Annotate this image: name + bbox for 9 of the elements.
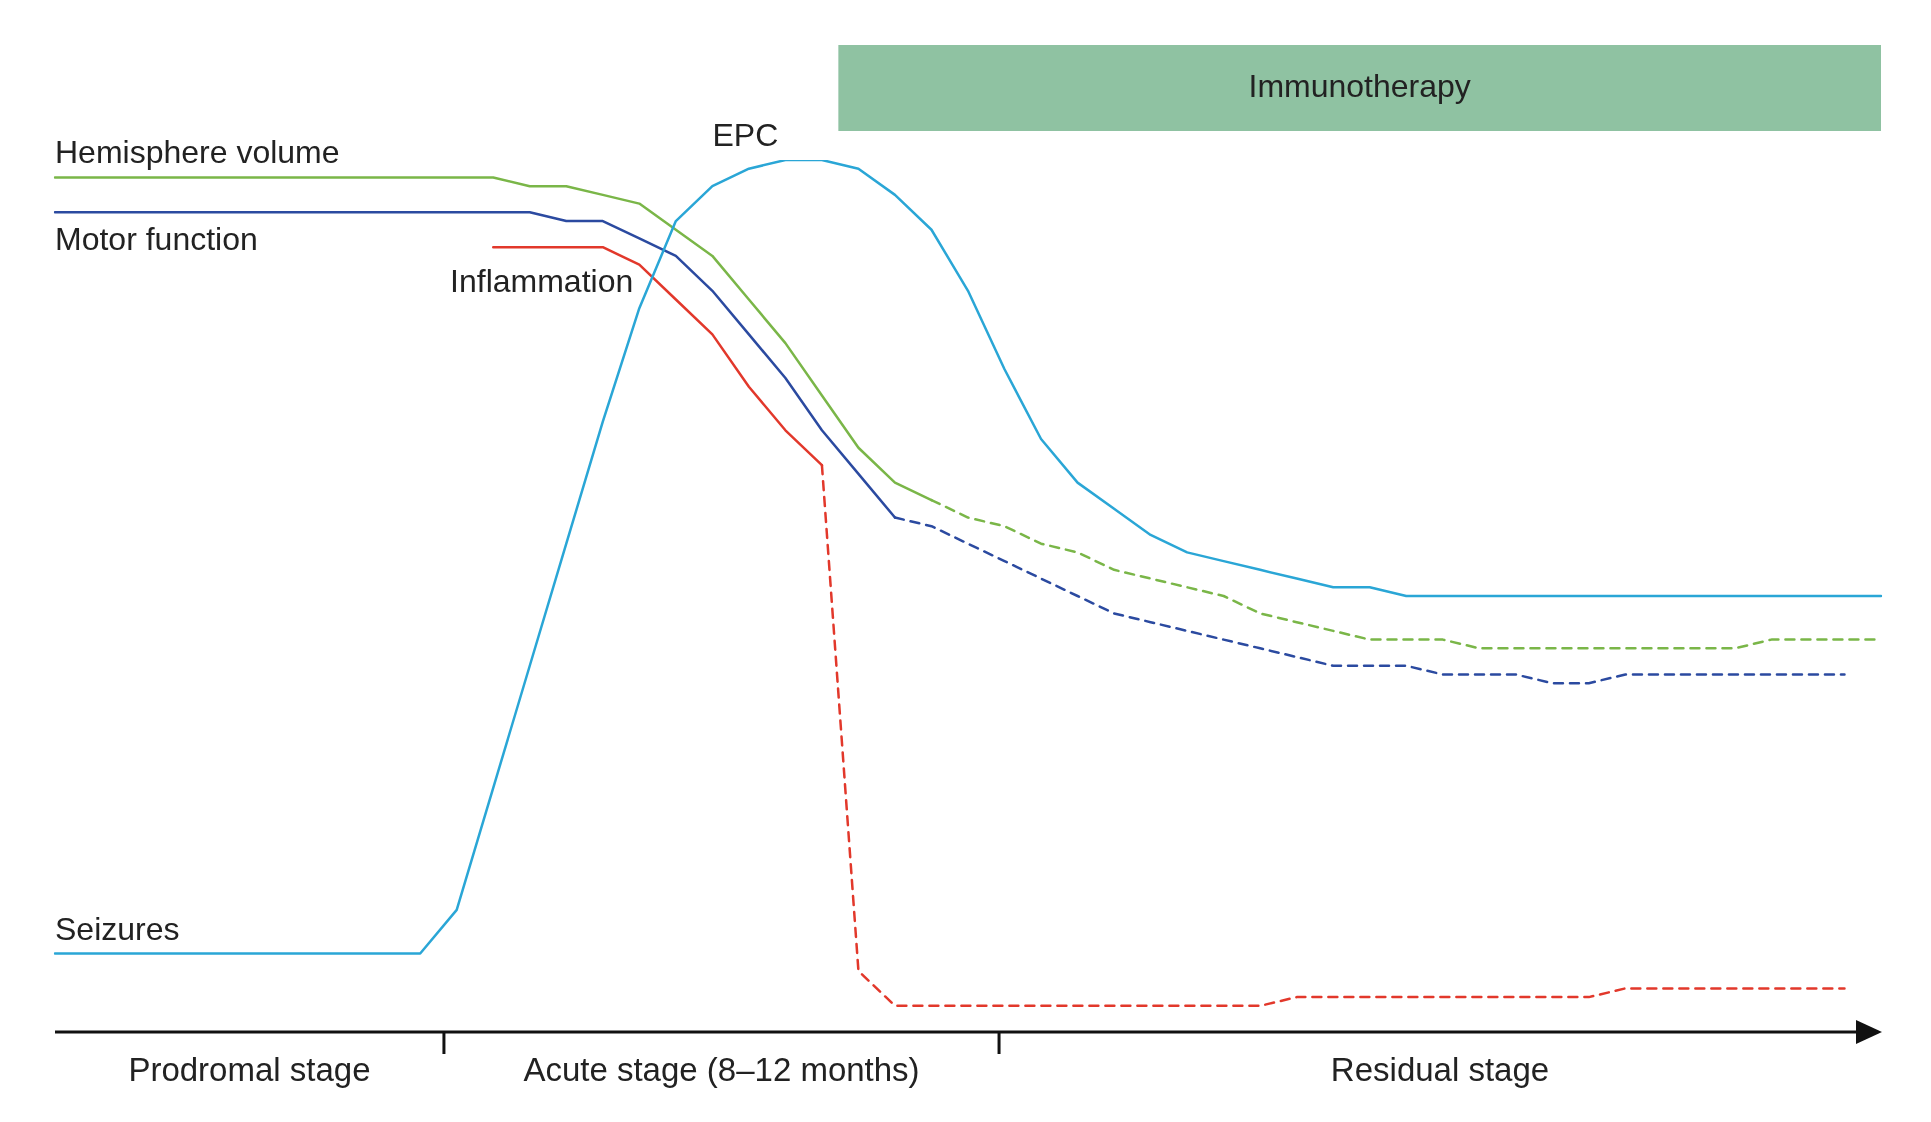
series-label: Inflammation bbox=[450, 263, 634, 300]
text: Residual stage bbox=[1330, 1051, 1550, 1089]
series-label: Hemisphere volume bbox=[55, 134, 340, 171]
text: Acute stage (8–12 months) bbox=[523, 1051, 920, 1089]
text: EPC bbox=[712, 117, 779, 153]
text: Immunotherapy bbox=[1248, 67, 1471, 104]
series-label: Seizures bbox=[55, 910, 180, 947]
series-label: Motor function bbox=[55, 221, 258, 258]
text: Prodromal stage bbox=[128, 1051, 371, 1089]
